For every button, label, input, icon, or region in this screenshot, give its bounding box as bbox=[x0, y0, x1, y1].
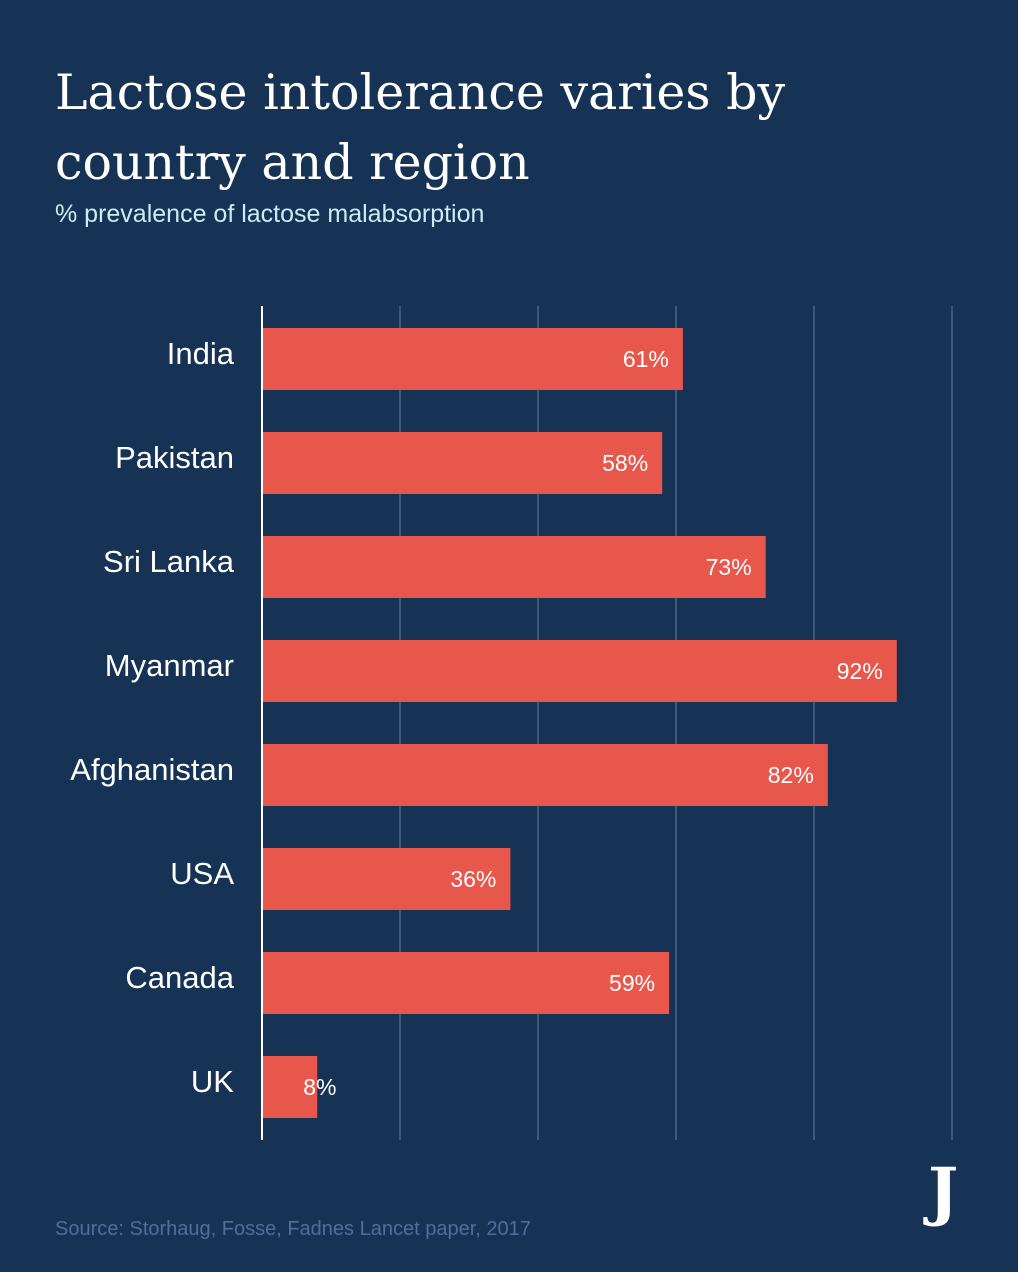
category-label: Myanmar bbox=[105, 648, 234, 683]
category-label: India bbox=[167, 336, 235, 371]
data-label: 82% bbox=[768, 762, 814, 788]
data-label: 36% bbox=[450, 866, 496, 892]
category-label: Canada bbox=[125, 960, 234, 995]
bar-sri-lanka bbox=[262, 536, 766, 598]
source-note: Source: Storhaug, Fosse, Fadnes Lancet p… bbox=[55, 1218, 531, 1240]
bar-usa bbox=[262, 848, 511, 910]
category-label: Pakistan bbox=[115, 440, 234, 475]
data-label: 8% bbox=[303, 1074, 336, 1100]
data-label: 92% bbox=[837, 658, 883, 684]
data-label: 58% bbox=[602, 450, 648, 476]
category-label: UK bbox=[191, 1064, 234, 1099]
bar-canada bbox=[262, 952, 670, 1014]
bar-india bbox=[262, 328, 683, 390]
chart-subtitle: % prevalence of lactose malabsorption bbox=[55, 200, 485, 228]
category-label: Afghanistan bbox=[70, 752, 234, 787]
brand-logo: J bbox=[928, 1154, 959, 1229]
bar-uk bbox=[262, 1056, 318, 1118]
data-label: 61% bbox=[623, 346, 669, 372]
bar-afghanistan bbox=[262, 744, 828, 806]
category-label: USA bbox=[170, 856, 234, 891]
bar-myanmar bbox=[262, 640, 897, 702]
category-label: Sri Lanka bbox=[103, 544, 235, 579]
chart-title: Lactose intolerance varies by country an… bbox=[55, 64, 786, 191]
data-label: 73% bbox=[706, 554, 752, 580]
data-label: 59% bbox=[609, 970, 655, 996]
bar-pakistan bbox=[262, 432, 663, 494]
